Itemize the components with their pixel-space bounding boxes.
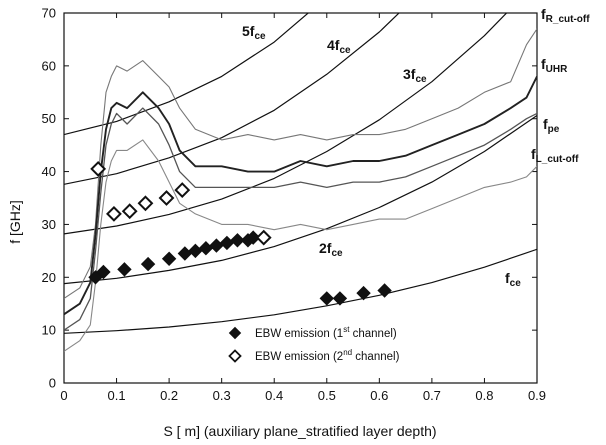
- ebw-ch2-marker: [137, 195, 154, 212]
- label-sub: UHR: [546, 64, 568, 75]
- label-main: 5f: [242, 23, 255, 39]
- ebw-ch2-marker: [90, 161, 107, 177]
- ebw-ch1-marker: [245, 230, 261, 245]
- curve-5fce: [64, 13, 310, 136]
- curve-labels: fce2fce3fce4fce5fcefR_cut-offfUHRfpefL_c…: [242, 6, 590, 289]
- y-tick-label: 70: [42, 6, 56, 21]
- x-tick-label: 0.1: [108, 388, 126, 403]
- ebw-ch1-marker: [230, 233, 245, 248]
- ebw-ch1-marker: [377, 283, 392, 298]
- y-tick-label: 60: [42, 58, 56, 73]
- y-tick-label: 20: [42, 270, 56, 285]
- label-sub: ce: [510, 278, 522, 289]
- ebw-ch1-marker: [161, 251, 177, 266]
- legend: EBW emission (1st channel) EBW emission (…: [228, 325, 400, 363]
- y-tick-label: 0: [49, 376, 56, 391]
- curve-fpe: [64, 107, 537, 331]
- label-main: f: [531, 146, 536, 162]
- label-sub: ce: [415, 74, 427, 85]
- y-tick-label: 50: [42, 111, 56, 126]
- x-tick-label: 0.8: [475, 388, 493, 403]
- ebw-ch1-marker: [177, 246, 193, 261]
- label-sub: ce: [339, 45, 351, 56]
- curve-fUHR: [64, 75, 537, 316]
- label-main: 3f: [403, 66, 416, 82]
- legend-entry: EBW emission (1st channel): [255, 325, 397, 340]
- curve-4fce: [64, 13, 400, 185]
- axes: 0 0.1 0.2 0.3 0.4 0.5 0.6 0.7 0.8 0.9 0 10 20 30 40 50 6…: [42, 6, 547, 404]
- ebw-ch1-marker: [219, 235, 235, 251]
- x-tick-label: 0.6: [370, 388, 388, 403]
- ebw-ch2-marker: [255, 229, 272, 246]
- label-2fce: 2fce: [319, 240, 343, 259]
- curve-fR_cut-off: [64, 28, 537, 299]
- curve-fL_cut-off: [64, 139, 537, 352]
- label-3fce: 3fce: [403, 66, 427, 85]
- x-tick-label: 0.7: [423, 388, 441, 403]
- label-sub: R_cut-off: [546, 14, 591, 25]
- label-sub: ce: [331, 248, 343, 259]
- label-sub: ce: [254, 31, 266, 42]
- label-5fce: 5fce: [242, 23, 266, 42]
- legend-entry: EBW emission (2nd channel): [255, 348, 400, 363]
- label-4fce: 4fce: [327, 37, 351, 56]
- label-sub: L_cut-off: [536, 154, 579, 165]
- ebw-ch2-marker: [174, 182, 191, 198]
- y-tick-label: 10: [42, 323, 56, 338]
- ebw-ch1-marker: [319, 291, 334, 306]
- label-fpe: fpe: [543, 116, 560, 135]
- label-fUHR: fUHR: [541, 56, 568, 75]
- curve-fce: [64, 248, 537, 334]
- x-tick-label: 0.5: [318, 388, 336, 403]
- x-tick-label: 0.3: [213, 388, 231, 403]
- label-fR_cut-off: fR_cut-off: [541, 6, 590, 25]
- ebw-ch1-marker: [356, 285, 371, 301]
- curves: [64, 13, 537, 352]
- markers: [88, 161, 392, 306]
- legend-marker-ch2: [228, 349, 242, 363]
- label-fce: fce: [505, 270, 521, 289]
- x-tick-label: 0: [60, 388, 67, 403]
- y-axis-label: f [GHz]: [7, 200, 23, 244]
- label-sub: pe: [548, 124, 560, 135]
- label-fL_cut-off: fL_cut-off: [531, 146, 579, 165]
- curve-2fce: [64, 115, 537, 285]
- ebw-ch1-marker: [117, 262, 132, 277]
- ebw-ch2-marker: [158, 190, 175, 206]
- y-tick-label: 30: [42, 217, 56, 232]
- label-main: 2f: [319, 240, 332, 256]
- y-tick-label: 40: [42, 164, 56, 179]
- ebw-ch2-marker: [106, 205, 122, 222]
- label-main: f: [505, 270, 510, 286]
- label-main: f: [543, 116, 548, 132]
- ebw-ch1-marker: [209, 238, 224, 253]
- x-tick-label: 0.2: [160, 388, 178, 403]
- ebw-ch1-marker: [332, 291, 348, 306]
- x-tick-label: 0.4: [265, 388, 283, 403]
- legend-marker-ch1: [228, 326, 242, 340]
- x-axis-label: S [ m] (auxiliary plane_stratified layer…: [163, 423, 436, 439]
- ebw-ch1-marker: [188, 243, 203, 259]
- ebw-ch1-marker: [96, 264, 111, 280]
- ebw-ch2-marker: [121, 203, 138, 220]
- label-main: 4f: [327, 37, 340, 53]
- x-tick-label: 0.9: [528, 388, 546, 403]
- plot-frame: [63, 12, 538, 384]
- ebw-ch1-marker: [198, 241, 214, 256]
- label-main: f: [541, 6, 546, 22]
- ebw-ch1-marker: [140, 256, 156, 272]
- label-main: f: [541, 56, 546, 72]
- curve-3fce: [64, 13, 508, 235]
